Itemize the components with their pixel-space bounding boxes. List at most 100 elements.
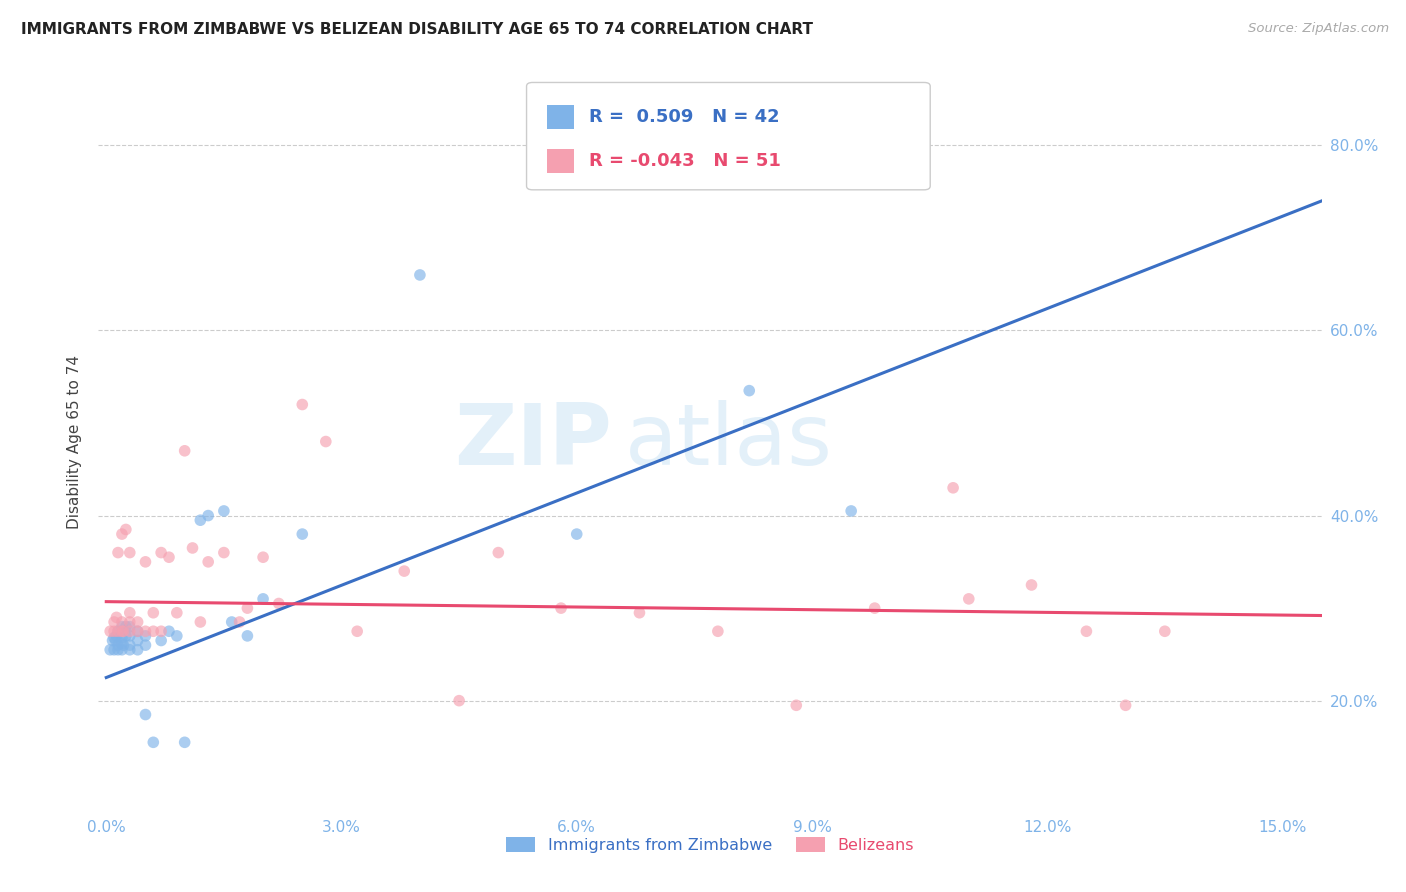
- Point: [127, 624, 149, 639]
- Point: [157, 550, 180, 565]
- Point: [212, 546, 235, 560]
- FancyBboxPatch shape: [526, 82, 931, 190]
- Point: [1021, 578, 1043, 592]
- Point: [197, 508, 219, 523]
- Point: [107, 624, 129, 639]
- Point: [107, 642, 129, 657]
- Point: [118, 615, 141, 629]
- Point: [157, 624, 180, 639]
- Point: [942, 481, 965, 495]
- Point: [188, 513, 212, 527]
- Point: [127, 642, 149, 657]
- Point: [392, 564, 415, 578]
- Point: [104, 633, 127, 648]
- Point: [118, 642, 141, 657]
- Point: [103, 615, 125, 629]
- Text: atlas: atlas: [624, 400, 832, 483]
- Point: [150, 624, 173, 639]
- Text: R = -0.043   N = 51: R = -0.043 N = 51: [589, 152, 780, 170]
- Point: [134, 555, 156, 569]
- Point: [127, 615, 149, 629]
- Point: [236, 601, 259, 615]
- Point: [112, 638, 135, 652]
- Point: [957, 591, 980, 606]
- Point: [111, 624, 134, 639]
- Point: [134, 629, 156, 643]
- Point: [115, 629, 138, 643]
- Point: [107, 638, 129, 652]
- Point: [118, 546, 141, 560]
- Point: [221, 615, 243, 629]
- Text: Source: ZipAtlas.com: Source: ZipAtlas.com: [1249, 22, 1389, 36]
- Point: [118, 606, 141, 620]
- Point: [565, 527, 588, 541]
- Point: [112, 624, 135, 639]
- Point: [346, 624, 368, 639]
- Point: [118, 624, 141, 639]
- Point: [115, 523, 138, 537]
- Point: [785, 698, 807, 713]
- Point: [142, 735, 165, 749]
- Point: [105, 629, 128, 643]
- Point: [115, 619, 138, 633]
- Point: [98, 642, 121, 657]
- Point: [738, 384, 761, 398]
- Text: IMMIGRANTS FROM ZIMBABWE VS BELIZEAN DISABILITY AGE 65 TO 74 CORRELATION CHART: IMMIGRANTS FROM ZIMBABWE VS BELIZEAN DIS…: [21, 22, 813, 37]
- Point: [142, 624, 165, 639]
- Point: [197, 555, 219, 569]
- Point: [134, 624, 156, 639]
- Point: [486, 546, 509, 560]
- Point: [127, 633, 149, 648]
- Point: [101, 633, 124, 648]
- Point: [228, 615, 250, 629]
- Point: [252, 591, 274, 606]
- FancyBboxPatch shape: [547, 105, 574, 129]
- Text: R =  0.509   N = 42: R = 0.509 N = 42: [589, 108, 779, 127]
- Point: [118, 638, 141, 652]
- Point: [103, 642, 125, 657]
- Point: [839, 504, 862, 518]
- Point: [1115, 698, 1137, 713]
- Point: [105, 610, 128, 624]
- Point: [1153, 624, 1175, 639]
- Point: [111, 619, 134, 633]
- Text: ZIP: ZIP: [454, 400, 612, 483]
- Point: [181, 541, 204, 555]
- Point: [863, 601, 886, 615]
- Point: [212, 504, 235, 518]
- Legend: Immigrants from Zimbabwe, Belizeans: Immigrants from Zimbabwe, Belizeans: [499, 830, 921, 859]
- Point: [118, 619, 141, 633]
- Point: [166, 606, 188, 620]
- Point: [1076, 624, 1098, 639]
- Point: [134, 638, 156, 652]
- Point: [267, 597, 290, 611]
- Point: [150, 633, 173, 648]
- Point: [188, 615, 212, 629]
- Point: [118, 629, 141, 643]
- Point: [134, 707, 156, 722]
- Point: [103, 624, 125, 639]
- FancyBboxPatch shape: [547, 149, 574, 173]
- Point: [707, 624, 730, 639]
- Point: [173, 735, 195, 749]
- Point: [236, 629, 259, 643]
- Point: [315, 434, 337, 449]
- Point: [252, 550, 274, 565]
- Point: [111, 642, 134, 657]
- Point: [111, 631, 134, 645]
- Y-axis label: Disability Age 65 to 74: Disability Age 65 to 74: [67, 354, 83, 529]
- Point: [150, 546, 173, 560]
- Point: [111, 527, 134, 541]
- Point: [98, 624, 121, 639]
- Point: [166, 629, 188, 643]
- Point: [291, 398, 314, 412]
- Point: [142, 606, 165, 620]
- Point: [111, 615, 134, 629]
- Point: [291, 527, 314, 541]
- Point: [628, 606, 651, 620]
- Point: [103, 631, 125, 645]
- Point: [550, 601, 572, 615]
- Point: [107, 546, 129, 560]
- Point: [111, 636, 134, 650]
- Point: [449, 694, 471, 708]
